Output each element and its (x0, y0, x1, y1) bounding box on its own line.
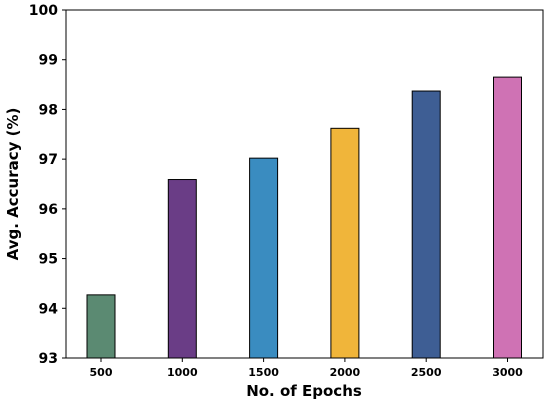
bar-2000 (330, 127, 360, 359)
y-tick-label: 97 (39, 152, 58, 168)
bar-3000 (493, 76, 522, 359)
y-tick-label: 99 (39, 53, 58, 69)
bar-2500 (411, 90, 441, 359)
x-tick-label: 2000 (330, 366, 361, 379)
bar-1500 (249, 157, 279, 359)
x-tick-label: 1000 (167, 366, 198, 379)
x-axis-title: No. of Epochs (246, 382, 362, 400)
y-tick-label: 98 (39, 102, 58, 118)
y-tick-label: 95 (39, 252, 58, 268)
bar-500 (86, 294, 116, 359)
x-tick-label: 2500 (411, 366, 442, 379)
bars (86, 76, 522, 359)
plot-frame (65, 9, 544, 359)
y-axis-ticks: 93 94 95 96 97 98 99 100 (29, 3, 66, 367)
y-axis-title: Avg. Accuracy (%) (4, 108, 22, 261)
bar-1000 (167, 179, 197, 359)
y-tick-label: 94 (39, 301, 59, 317)
x-tick-label: 3000 (492, 366, 523, 379)
x-tick-label: 500 (90, 366, 113, 379)
y-tick-label: 96 (39, 202, 58, 218)
y-tick-label: 93 (39, 351, 58, 367)
x-axis-ticks: 500 1000 1500 2000 2500 3000 (90, 358, 523, 379)
x-tick-label: 1500 (248, 366, 279, 379)
y-tick-label: 100 (29, 3, 58, 19)
